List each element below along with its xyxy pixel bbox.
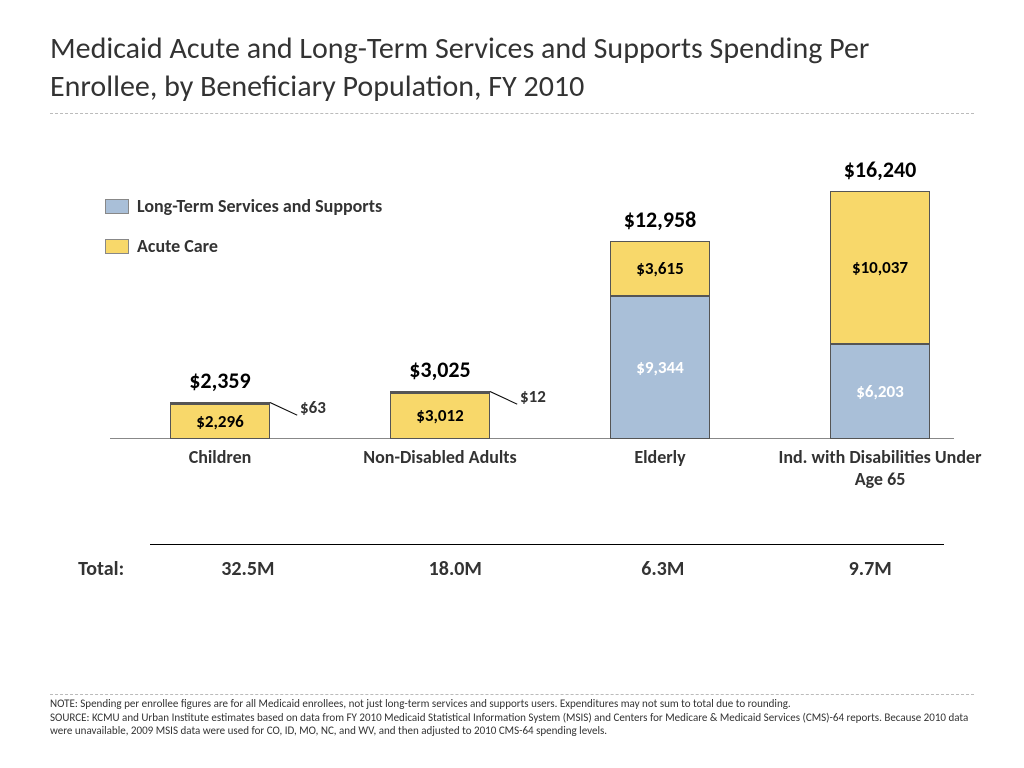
callout-line [270,402,298,416]
bar-total-label: $2,359 [150,367,290,394]
chart-title: Medicaid Acute and Long-Term Services an… [50,30,974,105]
category-label: Non-Disabled Adults [330,447,550,469]
category-label: Children [110,447,330,469]
total-cell-adults: 18.0M [352,557,559,581]
callout-line [490,391,518,405]
callout-label: $63 [300,397,326,418]
footnotes: NOTE: Spending per enrollee figures are … [50,692,974,738]
note-text: NOTE: Spending per enrollee figures are … [50,697,974,711]
title-divider [50,113,974,114]
chart-area: $2,296 $2,359 $63 Children $3,012 $3,025 $12 No… [110,154,954,494]
category-label: Ind. with Disabilities Under Age 65 [770,447,990,490]
bar-seg-ltss: $6,203 [830,344,930,439]
bar-seg-acute: $10,037 [830,191,930,345]
totals-row: Total: 32.5M18.0M6.3M9.7M [50,557,974,581]
bar-total-label: $3,025 [370,356,510,383]
bar-total-label: $16,240 [810,156,950,183]
total-cell-children: 32.5M [144,557,351,581]
callout-label: $12 [520,386,546,407]
totals-divider [150,544,944,545]
bar-seg-acute: $3,012 [390,393,490,439]
bar-total-label: $12,958 [590,206,730,233]
category-label: Elderly [550,447,770,469]
totals-label: Total: [50,557,144,581]
bar-seg-ltss: $9,344 [610,296,710,439]
total-cell-disab: 9.7M [767,557,974,581]
bar-stack: $3,012 [390,391,490,439]
bar-stack: $10,037$6,203 [830,191,930,439]
bar-stack: $3,615$9,344 [610,241,710,439]
bar-seg-acute: $2,296 [170,404,270,439]
bar-stack: $2,296 [170,402,270,439]
bar-seg-acute: $3,615 [610,241,710,296]
source-text: SOURCE: KCMU and Urban Institute estimat… [50,711,974,739]
total-cell-elderly: 6.3M [559,557,766,581]
